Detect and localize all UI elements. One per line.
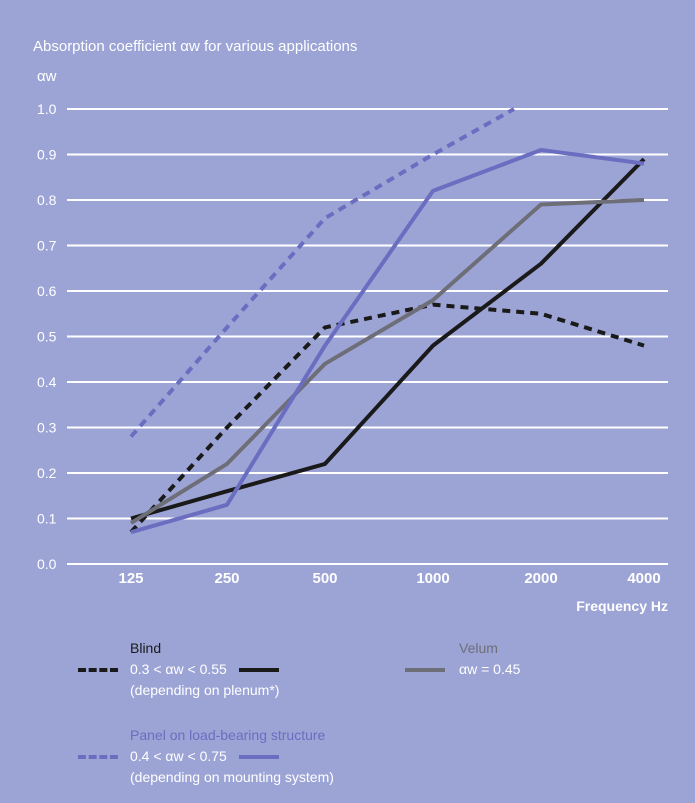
legend-panel-range: 0.4 < αw < 0.75 [130,746,227,767]
y-tick-0.2: 0.2 [37,465,57,481]
x-tick-labels: 125 250 500 1000 2000 4000 [118,570,660,587]
legend-panel-note: (depending on mounting system) [130,767,334,788]
series-lines [131,109,644,532]
legend-panel-dashed-swatch [78,755,118,759]
x-tick-2000: 2000 [524,570,557,587]
x-tick-1000: 1000 [416,570,449,587]
y-tick-0.6: 0.6 [37,283,57,299]
legend-blind-solid-swatch [239,668,279,672]
series-line-panel_dashed [131,109,514,437]
y-tick-labels: 0.0 0.1 0.2 0.3 0.4 0.5 0.6 0.7 0.8 0.9 1.0 [37,101,57,572]
legend-blind-title: Blind [130,638,161,659]
y-tick-0.5: 0.5 [37,329,57,345]
y-tick-0.1: 0.1 [37,511,57,527]
series-line-blind_solid [131,159,644,518]
y-tick-0.7: 0.7 [37,238,57,254]
chart-title: Absorption coefficient αw for various ap… [33,38,357,55]
y-axis-label: αw [37,68,57,85]
y-tick-0.8: 0.8 [37,192,57,208]
legend-velum-title: Velum [459,638,498,659]
x-tick-500: 500 [312,570,337,587]
x-tick-125: 125 [118,570,143,587]
y-tick-0.0: 0.0 [37,556,57,572]
legend-blind-note: (depending on plenum*) [130,680,279,701]
legend-blind-range: 0.3 < αw < 0.55 [130,659,227,680]
series-line-velum [131,200,644,523]
legend-velum-swatch [405,668,445,672]
legend-blind-dashed-swatch [78,668,118,672]
legend-blind: Blind 0.3 < αw < 0.55 (depending on plen… [78,638,279,701]
legend-velum-range: αw = 0.45 [459,659,520,680]
x-axis-label: Frequency Hz [576,598,668,614]
legend-velum: Velum αw = 0.45 [405,638,520,680]
x-tick-4000: 4000 [627,570,660,587]
legend-panel-title: Panel on load-bearing structure [130,725,325,746]
y-tick-0.3: 0.3 [37,420,57,436]
legend-panel: Panel on load-bearing structure 0.4 < αw… [78,725,334,788]
y-tick-1.0: 1.0 [37,101,57,117]
y-tick-0.9: 0.9 [37,147,57,163]
x-tick-250: 250 [214,570,239,587]
legend-panel-solid-swatch [239,755,279,759]
y-tick-0.4: 0.4 [37,374,57,390]
